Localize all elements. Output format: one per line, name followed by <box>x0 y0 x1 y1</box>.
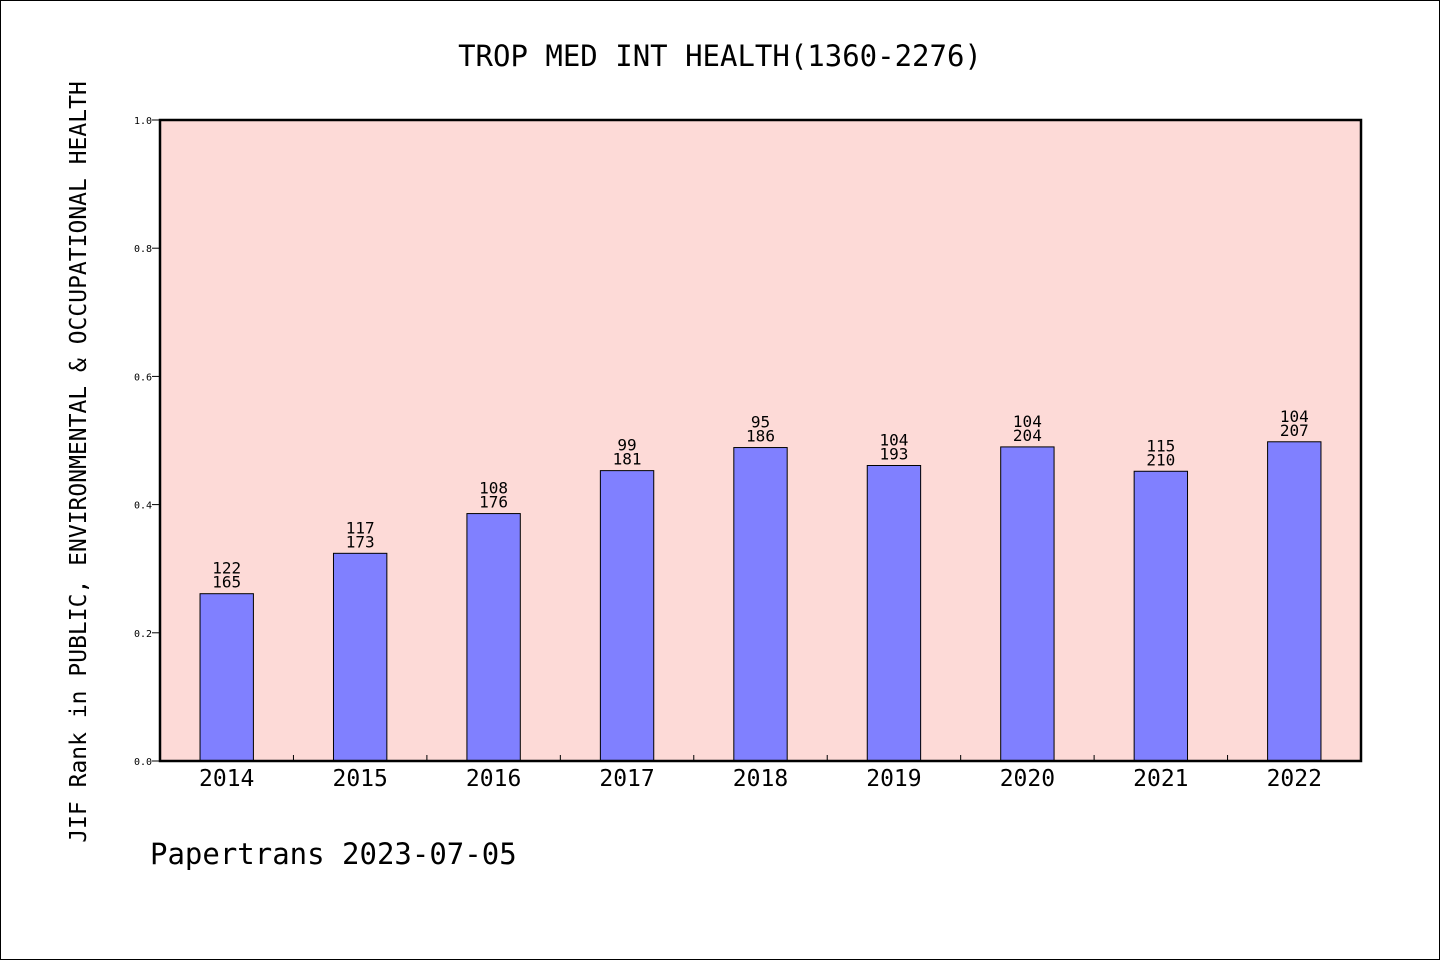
x-tick-label: 2019 <box>866 766 921 792</box>
bars <box>199 441 1322 762</box>
x-tick-label: 2021 <box>1133 766 1188 792</box>
bar-total-label: 210 <box>1146 450 1175 469</box>
x-tick-label: 2017 <box>599 766 654 792</box>
bar-2014 <box>199 593 254 762</box>
y-tick-label: 0.6 <box>134 372 152 383</box>
chart-title: TROP MED INT HEALTH(1360-2276) <box>458 39 982 73</box>
x-tick-label: 2014 <box>199 766 254 792</box>
bar-2018 <box>733 447 788 762</box>
bar-rank-label: 95 <box>751 413 770 432</box>
x-axis-ticks: 2014 2015 2016 2017 2018 2019 2020 2021 2022 <box>199 755 1322 792</box>
bar-rank-label: 99 <box>617 436 636 455</box>
y-tick-label: 0.8 <box>134 244 152 255</box>
footer-credit: Papertrans 2023-07-05 <box>150 837 517 871</box>
bar-total-label: 165 <box>212 573 241 592</box>
bar-2017 <box>599 470 655 762</box>
y-tick-label: 0.2 <box>134 629 152 640</box>
y-axis-label: JIF Rank in PUBLIC, ENVIRONMENTAL & OCCU… <box>66 81 92 843</box>
y-tick-label: 0.0 <box>134 757 152 768</box>
x-tick-label: 2016 <box>466 766 521 792</box>
bar-rank-label: 104 <box>879 430 908 449</box>
x-tick-label: 2022 <box>1267 766 1322 792</box>
bar-total-label: 204 <box>1013 426 1042 445</box>
bar-total-label: 207 <box>1280 421 1309 440</box>
plot-border <box>158 118 1363 763</box>
bar-rank-label: 122 <box>212 559 241 578</box>
bar-total-label: 181 <box>613 450 642 469</box>
x-tick-label: 2018 <box>733 766 788 792</box>
bar-total-label: 176 <box>479 493 508 512</box>
y-axis-ticks: 0.0 0.2 0.4 0.6 0.8 1.0 <box>134 116 160 768</box>
bar-2022 <box>1267 441 1322 762</box>
y-tick-label: 0.4 <box>134 501 152 512</box>
bar-rank-label: 104 <box>1280 407 1309 426</box>
bar-rank-label: 117 <box>346 518 375 537</box>
bar-rank-label: 108 <box>479 479 508 498</box>
bar-rank-label: 104 <box>1013 412 1042 431</box>
bar-2015 <box>332 552 388 762</box>
bar-2019 <box>866 464 922 762</box>
bar-total-label: 173 <box>346 532 375 551</box>
x-tick-label: 2015 <box>332 766 387 792</box>
bar-total-label: 193 <box>879 444 908 463</box>
bar-rank-label: 115 <box>1146 436 1175 455</box>
bar-2021 <box>1133 470 1189 762</box>
bar-2020 <box>1000 446 1055 762</box>
bar-total-label: 186 <box>746 427 775 446</box>
x-tick-label: 2020 <box>1000 766 1055 792</box>
bar-2016 <box>466 513 521 762</box>
y-tick-label: 1.0 <box>134 116 152 127</box>
